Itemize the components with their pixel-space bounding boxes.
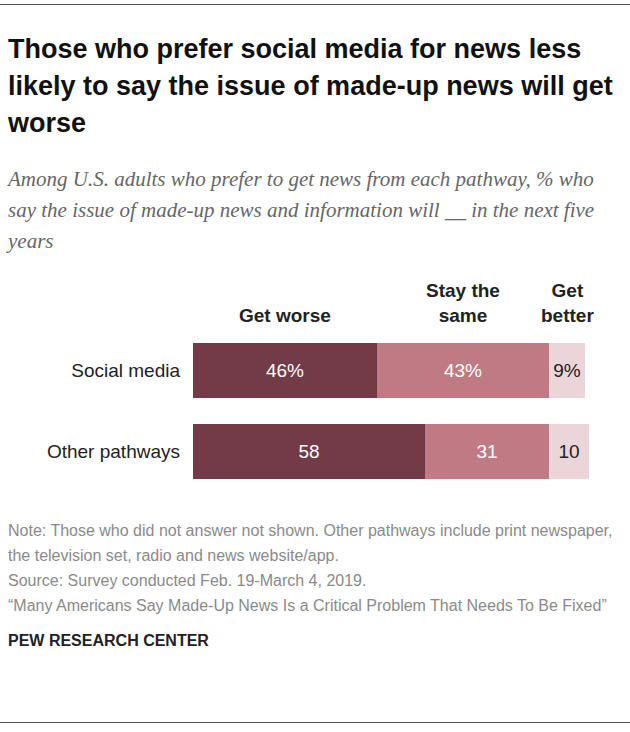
svg-text:Social media: Social media <box>71 360 180 381</box>
svg-text:31: 31 <box>476 441 497 462</box>
html-text:Among U.S. adults who prefer t: Among U.S. adults who prefer to get news… <box>8 167 595 253</box>
svg-text:46%: 46% <box>266 360 304 381</box>
svg-text:10: 10 <box>558 441 579 462</box>
html-text:Note: Those who did not answer: Note: Those who did not answer not shown… <box>8 522 613 564</box>
svg-text:Stay thesame: Stay thesame <box>426 280 500 326</box>
svg-text:Getbetter: Getbetter <box>541 280 594 326</box>
svg-text:43%: 43% <box>444 360 482 381</box>
svg-text:9%: 9% <box>553 360 581 381</box>
html-text:Those who prefer social media: Those who prefer social media for news l… <box>8 34 613 138</box>
svg-text:Other pathways: Other pathways <box>47 441 180 462</box>
svg-text:Get worse: Get worse <box>239 305 331 326</box>
svg-text:58: 58 <box>298 441 319 462</box>
html-text:PEW RESEARCH CENTER: PEW RESEARCH CENTER <box>8 632 209 649</box>
html-text:Source: Survey conducted Feb.: Source: Survey conducted Feb. 19-March 4… <box>8 572 367 589</box>
html-text:“Many Americans Say Made-Up Ne: “Many Americans Say Made-Up News Is a Cr… <box>8 597 607 614</box>
